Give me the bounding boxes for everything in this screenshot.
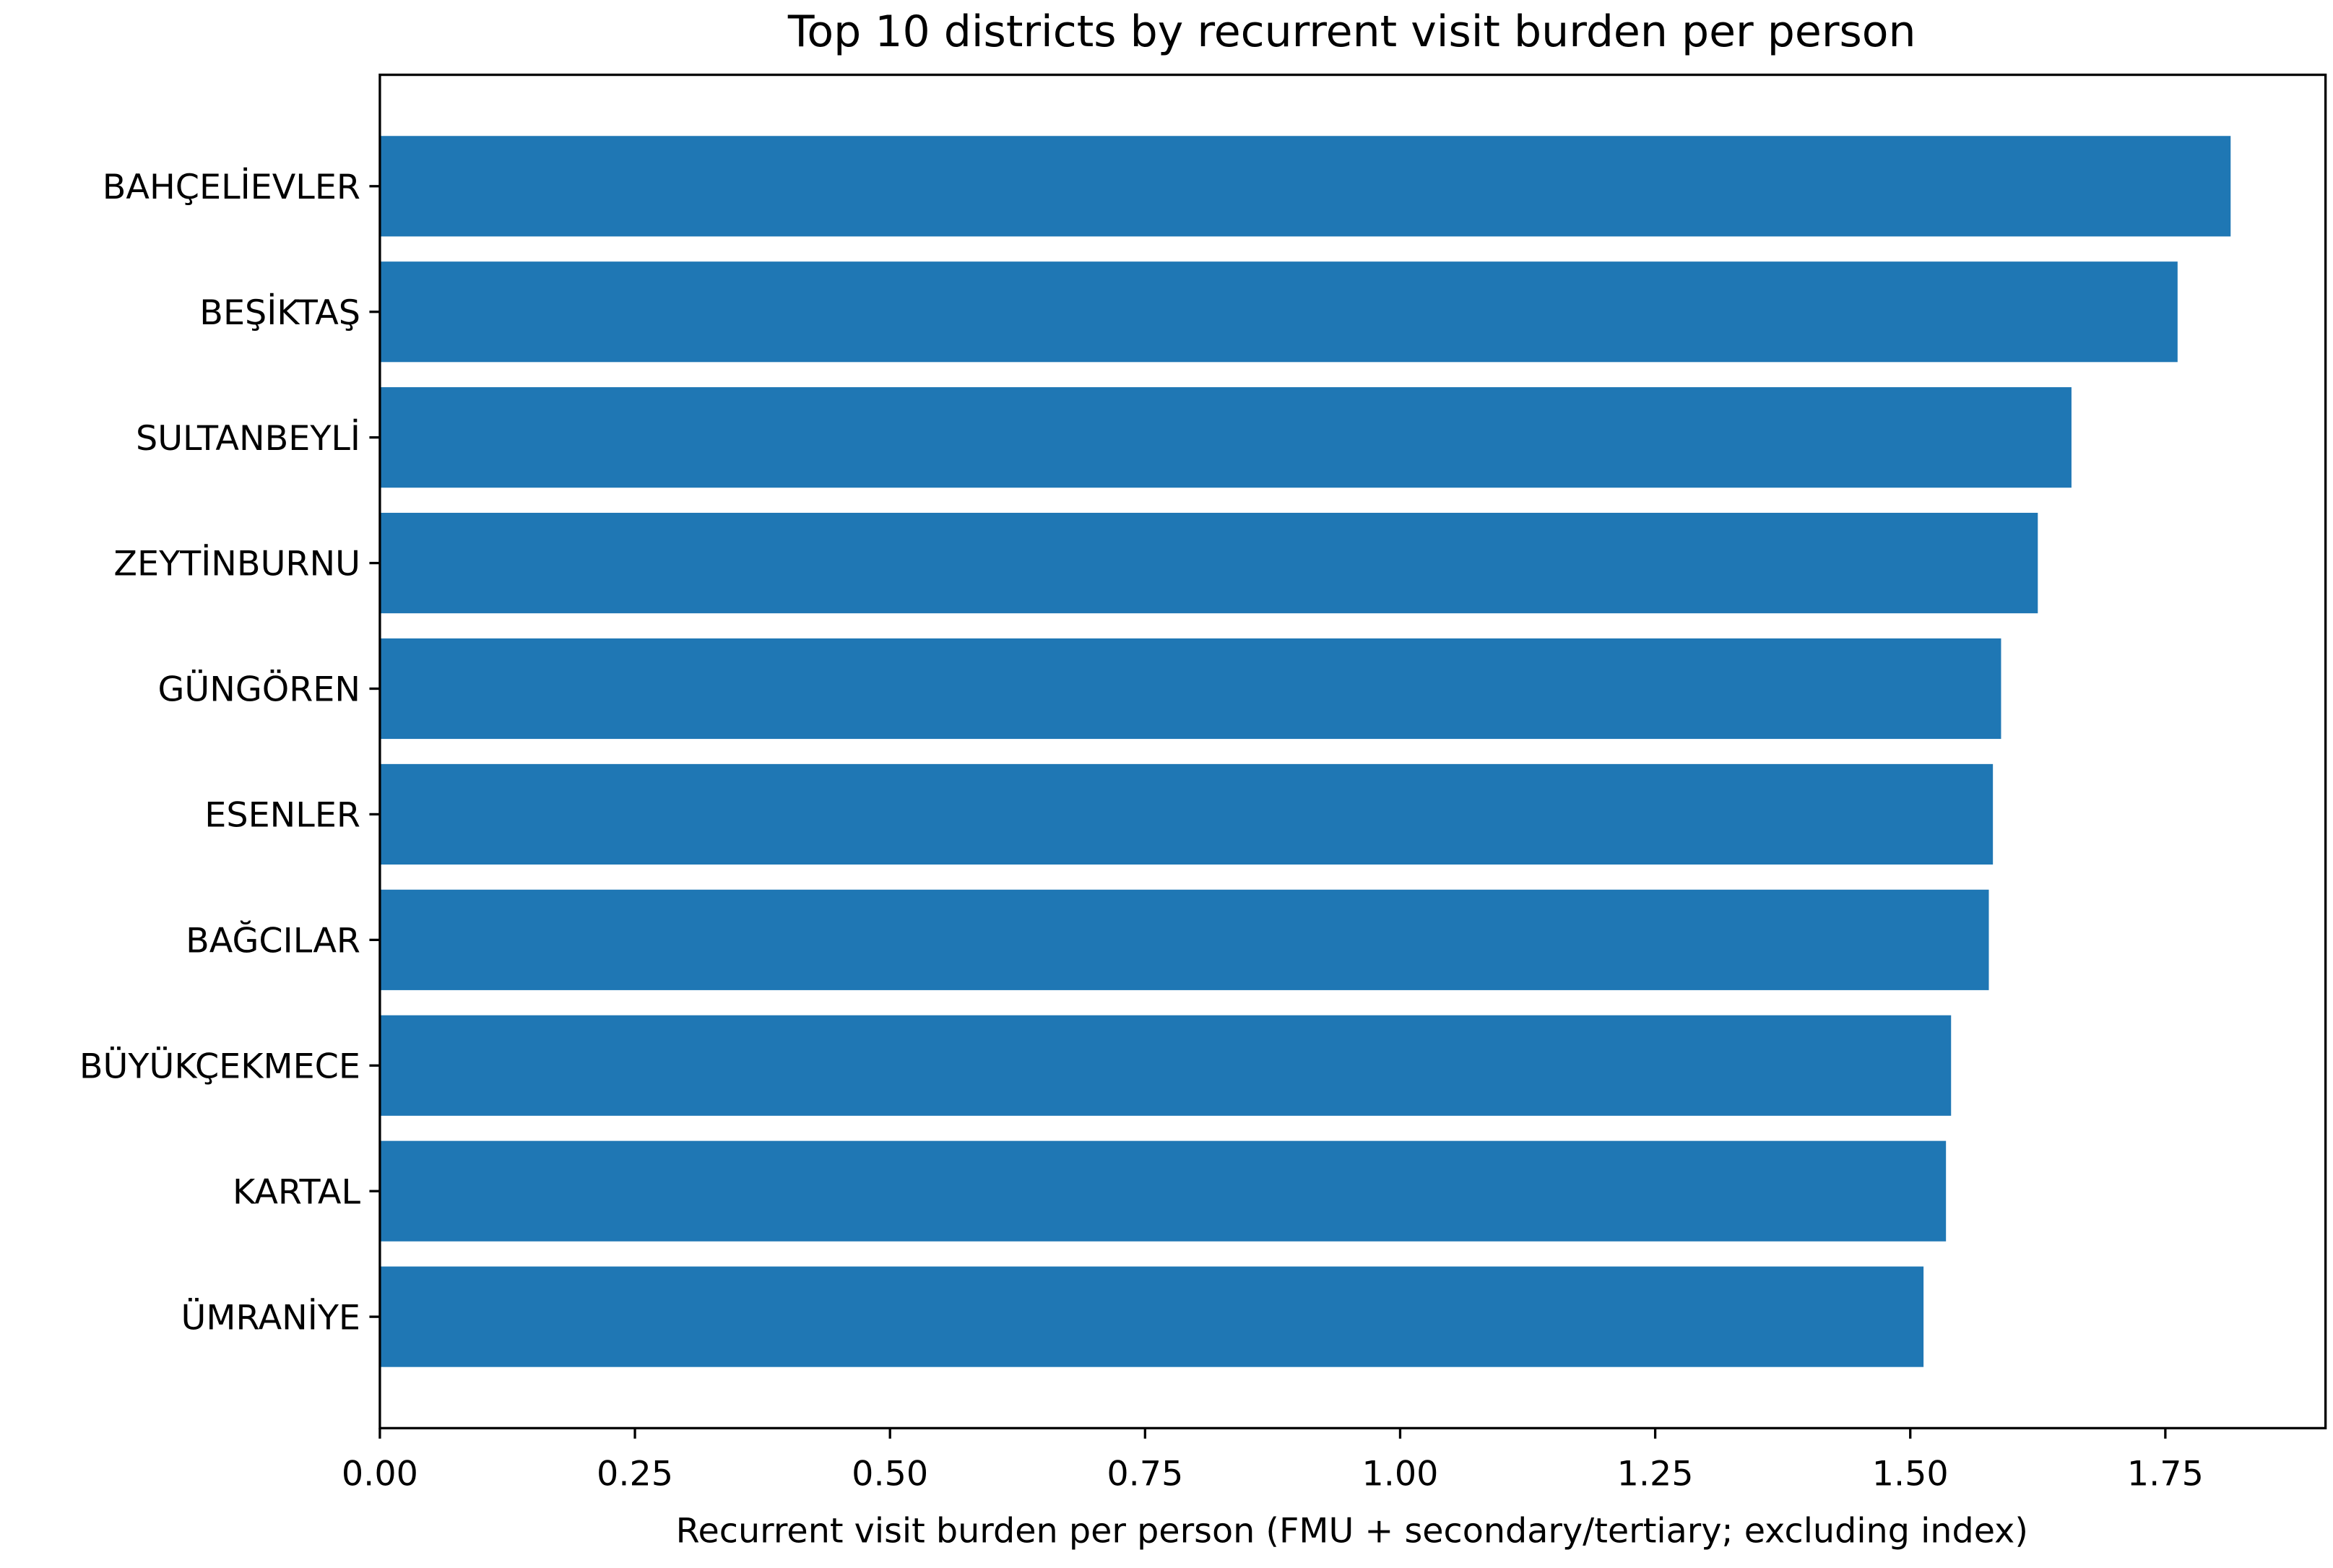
x-axis-label: Recurrent visit burden per person (FMU +… <box>676 1511 2028 1551</box>
y-tick-label: BAHÇELİEVLER <box>103 167 360 207</box>
y-tick-label: ZEYTİNBURNU <box>113 544 360 584</box>
bar <box>379 1140 1947 1242</box>
bar <box>379 387 2072 488</box>
y-tick-label: ESENLER <box>204 796 360 836</box>
bar <box>379 513 2038 614</box>
x-tick-label: 0.00 <box>342 1455 418 1494</box>
y-tick-label: BÜYÜKÇEKMECE <box>79 1046 360 1086</box>
x-tick-label: 1.50 <box>1872 1455 1949 1494</box>
bar <box>379 889 1989 990</box>
x-tick-label: 0.25 <box>597 1455 673 1494</box>
chart-title: Top 10 districts by recurrent visit burd… <box>787 7 1916 57</box>
x-tick-label: 0.75 <box>1107 1455 1183 1494</box>
bar <box>379 763 1994 865</box>
bar <box>379 136 2231 237</box>
x-tick-label: 1.00 <box>1362 1455 1438 1494</box>
y-tick-label: BAĞCILAR <box>186 919 360 961</box>
plot-frame <box>378 73 2327 1430</box>
bar <box>379 1015 1952 1116</box>
bar <box>379 638 2001 740</box>
bar <box>379 261 2178 363</box>
x-tick-label: 0.50 <box>852 1455 928 1494</box>
y-tick-label: GÜNGÖREN <box>157 670 360 710</box>
x-tick-label: 1.75 <box>2127 1455 2204 1494</box>
x-tick-label: 1.25 <box>1617 1455 1694 1494</box>
bar <box>379 1266 1924 1367</box>
y-tick-label: KARTAL <box>233 1172 361 1212</box>
y-tick-label: SULTANBEYLİ <box>136 418 360 459</box>
y-tick-label: BEŞİKTAŞ <box>199 293 360 333</box>
y-tick-label: ÜMRANİYE <box>181 1297 360 1338</box>
